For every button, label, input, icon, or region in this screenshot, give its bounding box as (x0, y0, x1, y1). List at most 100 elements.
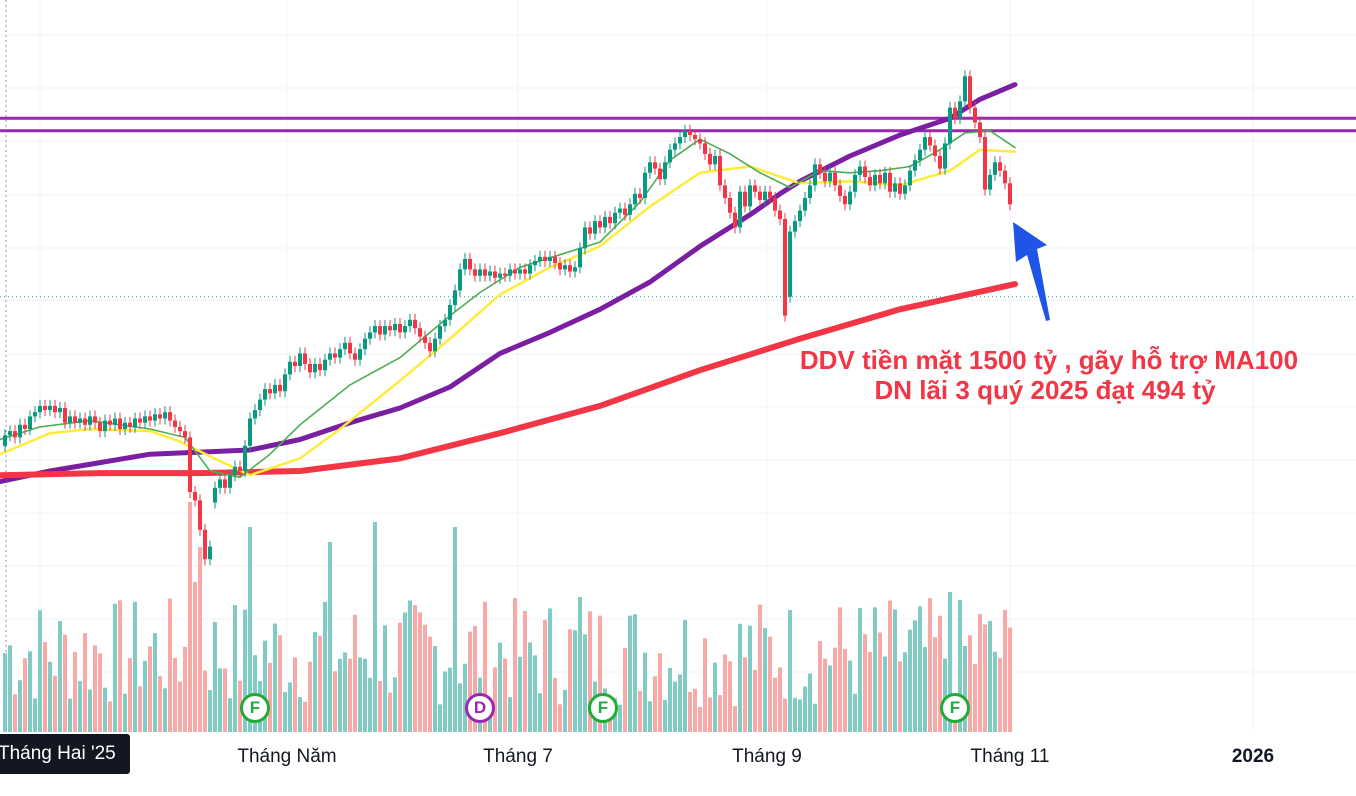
candle (763, 185, 767, 207)
volume-bar (763, 628, 767, 732)
volume-bar (543, 619, 547, 732)
volume-bar (348, 658, 352, 732)
candle-body (743, 191, 747, 207)
candle-body (558, 263, 562, 270)
volume-bar (113, 603, 117, 732)
volume-bar (883, 656, 887, 732)
candle-body (883, 172, 887, 184)
candle-body (373, 326, 377, 333)
volume-bar (988, 620, 992, 732)
candle (218, 473, 222, 494)
candle-body (253, 410, 257, 419)
candle-body (753, 185, 757, 192)
candle-body (163, 412, 167, 419)
candle (498, 267, 502, 284)
event-marker[interactable]: F (588, 693, 618, 723)
volume-bar (323, 601, 327, 732)
candle-body (978, 122, 982, 138)
candle (683, 124, 687, 144)
volume-bar (133, 601, 137, 732)
candle (633, 187, 637, 211)
candle (948, 101, 952, 150)
volume-bar (473, 625, 477, 732)
candle-body (543, 256, 547, 261)
candle (958, 95, 962, 125)
event-marker[interactable]: F (240, 693, 270, 723)
volume-bar (668, 667, 672, 732)
candle (258, 393, 262, 417)
candle-body (233, 466, 237, 476)
candle (548, 250, 552, 267)
candle (368, 326, 372, 345)
candle-body (783, 219, 787, 316)
volume-bar (278, 635, 282, 732)
candle (393, 318, 397, 337)
candle (423, 330, 427, 349)
candle (613, 206, 617, 230)
candle (53, 399, 57, 419)
volume-bar (578, 597, 582, 732)
candle (433, 332, 437, 358)
volume-bar (713, 662, 717, 732)
volume-bar (403, 612, 407, 732)
event-marker[interactable]: D (465, 693, 495, 723)
candle (628, 198, 632, 221)
candle-body (418, 328, 422, 337)
volume-bar (343, 652, 347, 732)
candle-body (653, 162, 657, 169)
candle-body (768, 191, 772, 198)
candle-body (993, 162, 997, 175)
candle-body (463, 258, 467, 270)
candle (283, 368, 287, 398)
event-marker[interactable]: F (940, 693, 970, 723)
x-axis-label: Tháng Năm (237, 746, 337, 767)
volume-bar (868, 652, 872, 732)
candle-body (818, 164, 822, 173)
volume-bar (353, 614, 357, 732)
candle-body (888, 172, 892, 192)
candle-body (388, 326, 392, 331)
candle-body (698, 139, 702, 144)
candle (348, 336, 352, 360)
candle-body (178, 426, 182, 432)
candle (908, 164, 912, 192)
candle-body (458, 269, 462, 291)
volume-bar (288, 682, 292, 732)
candle (678, 131, 682, 150)
candle-body (718, 156, 722, 186)
volume-bar (423, 624, 427, 732)
candle (273, 378, 277, 400)
candle (918, 143, 922, 167)
candle-body (778, 210, 782, 219)
volume-bar (363, 658, 367, 732)
candle-body (763, 191, 767, 201)
volume-bar (338, 658, 342, 732)
candle-body (293, 361, 297, 366)
volume-bar (558, 704, 562, 732)
candle (848, 185, 852, 211)
candle-body (328, 353, 332, 360)
candle (268, 383, 272, 400)
volume-bar (563, 690, 567, 732)
candle (163, 406, 167, 425)
candle-body (868, 177, 872, 186)
candle (113, 412, 117, 431)
candle-body (58, 408, 62, 413)
candle-body (243, 445, 247, 471)
volume-bar (923, 647, 927, 732)
candle-body (1003, 170, 1007, 184)
candle (233, 460, 237, 482)
candle (598, 215, 602, 234)
candle (703, 137, 707, 160)
candle (768, 185, 772, 204)
volume-bar (83, 633, 87, 732)
candle-body (928, 137, 932, 146)
candle (418, 322, 422, 343)
candle (308, 357, 312, 379)
candle (793, 215, 797, 238)
candle (723, 179, 727, 204)
candle (353, 347, 357, 366)
candle (188, 431, 192, 498)
